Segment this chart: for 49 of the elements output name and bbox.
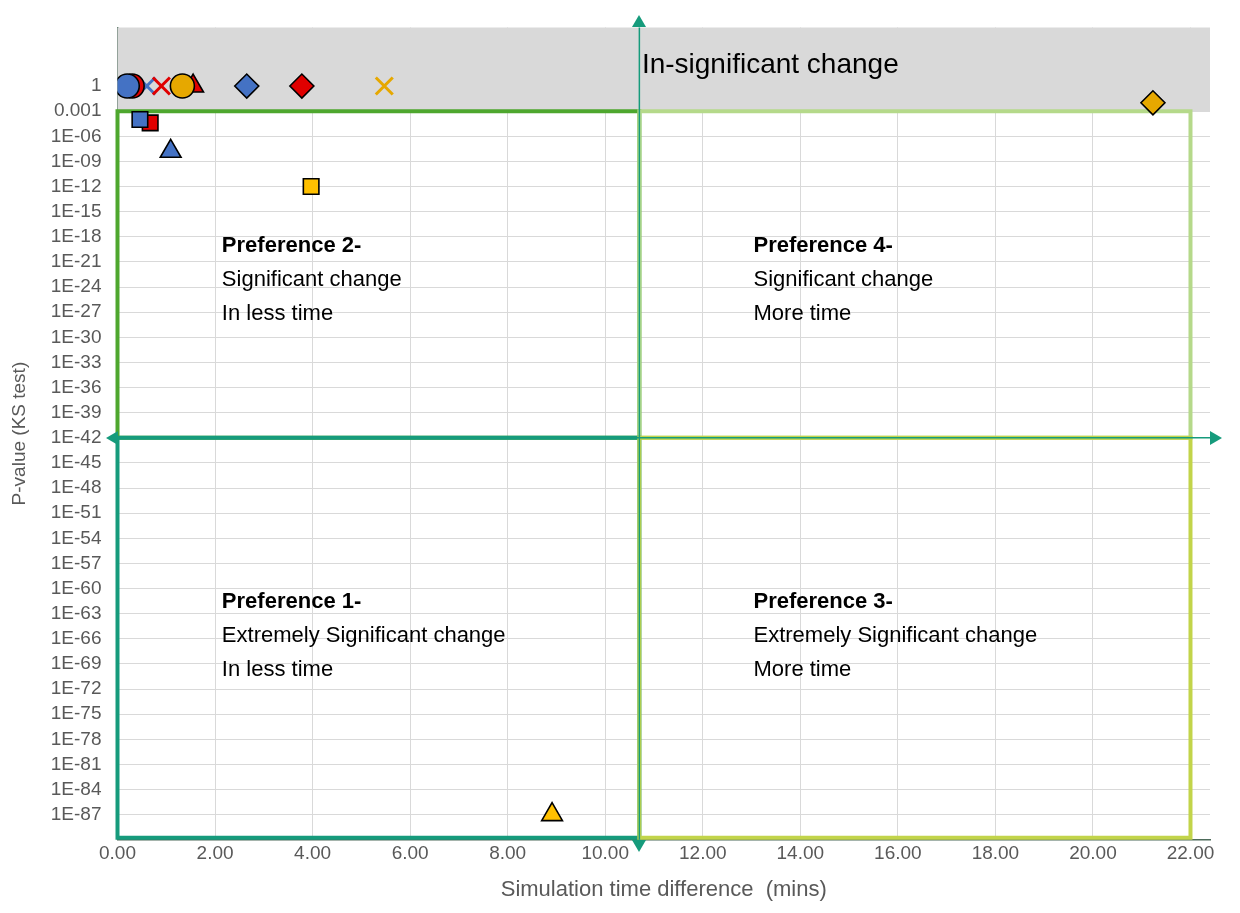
y-tick-label: 1 xyxy=(90,74,102,96)
annotation: Preference 2- Significant change In less time xyxy=(221,232,402,326)
y-tick-label: 1E-27 xyxy=(50,300,102,322)
x-tick-label: 10.00 xyxy=(581,842,629,864)
x-tick-label: 14.00 xyxy=(776,842,825,864)
y-tick-label: 1E-39 xyxy=(50,400,102,422)
y-tick-label: 1E-24 xyxy=(50,275,102,297)
y-tick-label: 1E-30 xyxy=(50,325,102,347)
annotation: Preference 4- Significant change More time xyxy=(753,232,934,326)
y-tick-label: 1E-09 xyxy=(50,149,102,171)
annotation: Preference 1- Extremely Significant change In less time xyxy=(221,587,506,681)
y-tick-label: 1E-66 xyxy=(50,627,102,649)
annotation: Preference 3- Extremely Significant change More time xyxy=(753,587,1038,681)
y-tick-label: 1E-36 xyxy=(50,375,102,397)
y-tick-label: 1E-42 xyxy=(50,426,102,448)
y-tick-label: 1E-60 xyxy=(50,576,102,598)
y-tick-label: 1E-18 xyxy=(50,225,102,247)
y-tick-label: 1E-72 xyxy=(50,677,102,699)
x-tick-label: 4.00 xyxy=(294,842,332,864)
y-tick-label: 1E-48 xyxy=(50,476,102,498)
y-tick-label: 1E-78 xyxy=(50,727,102,749)
y-tick-label: 1E-87 xyxy=(50,802,102,824)
band-label: In-significant change xyxy=(641,47,899,79)
x-tick-label: 8.00 xyxy=(489,842,527,864)
x-tick-label: 12.00 xyxy=(678,842,727,864)
y-tick-label: 1E-33 xyxy=(50,350,102,372)
y-tick-label: 1E-45 xyxy=(50,451,102,473)
x-tick-label: 16.00 xyxy=(874,842,922,864)
x-tick-label: 0.00 xyxy=(99,842,136,864)
y-tick-label: 1E-54 xyxy=(50,526,102,548)
x-tick-label: 18.00 xyxy=(971,842,1020,864)
y-tick-label: 0.001 xyxy=(53,99,102,121)
y-tick-label: 1E-06 xyxy=(50,124,102,146)
y-tick-label: 1E-63 xyxy=(50,601,102,623)
y-tick-label: 1E-15 xyxy=(50,199,102,221)
x-tick-label: 22.00 xyxy=(1166,842,1215,864)
x-tick-label: 2.00 xyxy=(196,842,234,864)
x-axis-title: Simulation time difference (mins) xyxy=(500,875,827,901)
y-tick-label: 1E-12 xyxy=(50,174,102,196)
y-axis-title: P-value (KS test) xyxy=(7,361,29,506)
y-tick-label: 1E-75 xyxy=(50,702,102,724)
y-tick-label: 1E-81 xyxy=(50,752,102,774)
y-tick-label: 1E-57 xyxy=(50,551,102,573)
y-tick-label: 1E-51 xyxy=(50,501,102,523)
y-tick-label: 1E-84 xyxy=(50,777,102,799)
y-tick-label: 1E-69 xyxy=(50,652,102,674)
y-tick-label: 1E-21 xyxy=(50,250,102,272)
x-tick-label: 6.00 xyxy=(391,842,429,864)
x-tick-label: 20.00 xyxy=(1069,842,1117,864)
